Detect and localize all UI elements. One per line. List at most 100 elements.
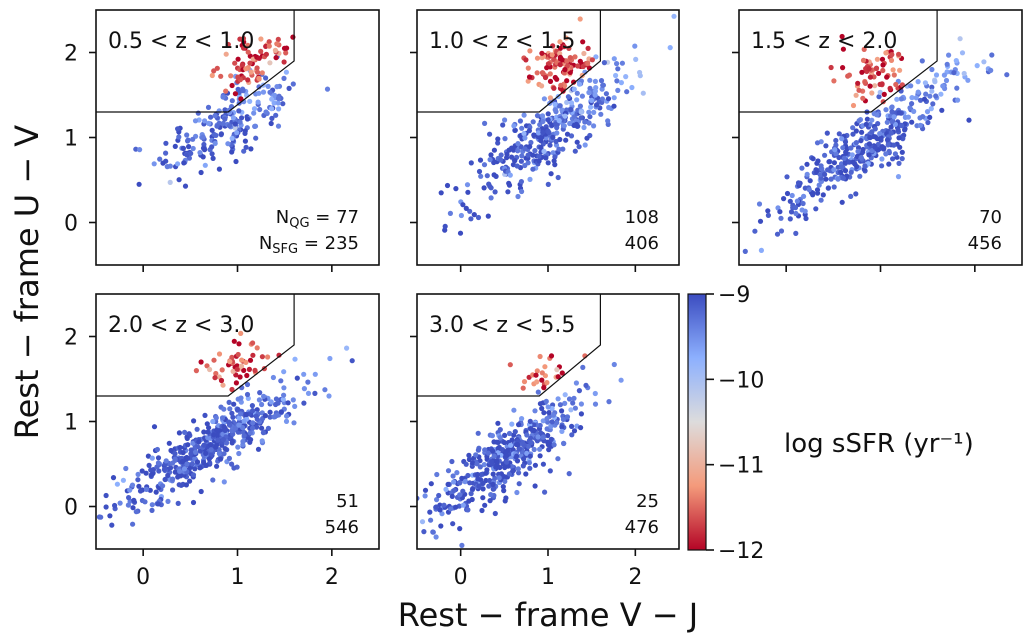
- star-forming-point: [445, 468, 452, 474]
- star-forming-point: [110, 475, 117, 481]
- star-forming-point: [477, 157, 484, 163]
- star-forming-point: [545, 181, 551, 187]
- star-forming-point: [528, 439, 534, 446]
- quiescent-point: [883, 50, 889, 56]
- star-forming-point: [444, 182, 451, 189]
- star-forming-point: [874, 112, 880, 118]
- star-forming-point: [814, 160, 820, 166]
- star-forming-point: [530, 119, 536, 125]
- star-forming-point: [453, 504, 459, 510]
- star-forming-point: [803, 215, 809, 222]
- star-forming-point: [917, 97, 924, 103]
- star-forming-point: [157, 156, 163, 162]
- star-forming-point: [487, 157, 493, 163]
- quiescent-point: [274, 41, 280, 47]
- quiescent-point: [266, 43, 272, 49]
- star-forming-point: [263, 109, 269, 115]
- star-forming-point: [792, 205, 799, 211]
- star-forming-point: [467, 208, 473, 214]
- star-forming-point: [905, 114, 912, 120]
- star-forming-point: [550, 412, 557, 418]
- star-forming-point: [547, 468, 553, 474]
- quiescent-point: [554, 367, 560, 373]
- quiescent-point: [547, 95, 554, 101]
- star-forming-point: [184, 455, 191, 461]
- star-forming-point: [571, 86, 577, 92]
- star-forming-point: [475, 476, 481, 482]
- quiescent-point: [575, 63, 581, 69]
- star-forming-point: [160, 160, 166, 166]
- quiescent-point: [534, 55, 541, 61]
- star-forming-point: [765, 212, 772, 218]
- star-forming-point: [256, 397, 262, 403]
- star-forming-point: [539, 405, 545, 412]
- star-forming-point: [271, 100, 277, 106]
- star-forming-point: [549, 419, 555, 425]
- star-forming-point: [208, 114, 214, 120]
- star-forming-point: [123, 465, 129, 472]
- panel-5: 0 1 2 3.0 < z < 5.5 25 476: [367, 293, 680, 590]
- star-forming-point: [491, 147, 497, 153]
- quiescent-point: [525, 65, 531, 71]
- star-forming-point: [367, 531, 372, 536]
- star-forming-point: [611, 361, 617, 368]
- star-forming-point: [259, 425, 265, 431]
- star-forming-point: [498, 157, 504, 163]
- star-forming-point: [545, 111, 551, 117]
- star-forming-point: [576, 388, 583, 394]
- star-forming-point: [940, 83, 946, 89]
- star-forming-point: [961, 70, 967, 77]
- star-forming-point: [209, 127, 215, 133]
- star-forming-point: [826, 159, 832, 165]
- star-forming-point: [208, 442, 214, 448]
- star-forming-point: [572, 405, 579, 411]
- star-forming-point: [466, 452, 472, 458]
- star-forming-point: [932, 79, 938, 85]
- quiescent-point: [214, 65, 220, 71]
- star-forming-point: [206, 425, 212, 431]
- star-forming-point: [225, 141, 231, 147]
- star-forming-point: [502, 498, 508, 504]
- quiescent-point: [860, 57, 867, 64]
- star-forming-point: [449, 493, 455, 499]
- qg-count: 108: [625, 207, 659, 228]
- star-forming-point: [183, 482, 189, 488]
- quiescent-point: [525, 78, 531, 84]
- star-forming-point: [789, 192, 795, 199]
- star-forming-point: [562, 392, 568, 398]
- star-forming-point: [484, 467, 490, 473]
- star-forming-point: [909, 101, 915, 107]
- star-forming-point: [559, 424, 565, 430]
- y-tick-label: 1: [64, 127, 78, 152]
- quiescent-point: [547, 71, 553, 77]
- star-forming-point: [256, 84, 262, 90]
- panel-4: 0 1 2 0 1 2 2.0 < z < 3.0 51 546: [64, 293, 380, 590]
- star-forming-point: [474, 471, 481, 478]
- star-forming-point: [468, 491, 474, 497]
- star-forming-point: [214, 123, 220, 129]
- star-forming-point: [550, 134, 556, 140]
- star-forming-point: [842, 139, 849, 145]
- star-forming-point: [540, 418, 546, 424]
- star-forming-point: [479, 507, 485, 514]
- star-forming-point: [478, 173, 484, 179]
- star-forming-point: [544, 416, 550, 422]
- star-forming-point: [248, 437, 254, 443]
- star-forming-point: [213, 132, 219, 138]
- star-forming-point: [511, 407, 517, 413]
- star-forming-point: [172, 451, 178, 457]
- star-forming-point: [286, 85, 292, 91]
- star-forming-point: [825, 167, 831, 173]
- star-forming-point: [566, 471, 572, 477]
- quiescent-point: [567, 55, 573, 61]
- star-forming-point: [208, 447, 214, 453]
- quiescent-point: [879, 81, 885, 87]
- star-forming-point: [443, 486, 449, 492]
- star-forming-point: [205, 429, 211, 435]
- star-forming-point: [470, 486, 476, 492]
- star-forming-point: [305, 390, 312, 396]
- star-forming-point: [475, 447, 481, 453]
- star-forming-point: [521, 130, 527, 137]
- star-forming-point: [586, 120, 592, 126]
- star-forming-point: [573, 121, 580, 127]
